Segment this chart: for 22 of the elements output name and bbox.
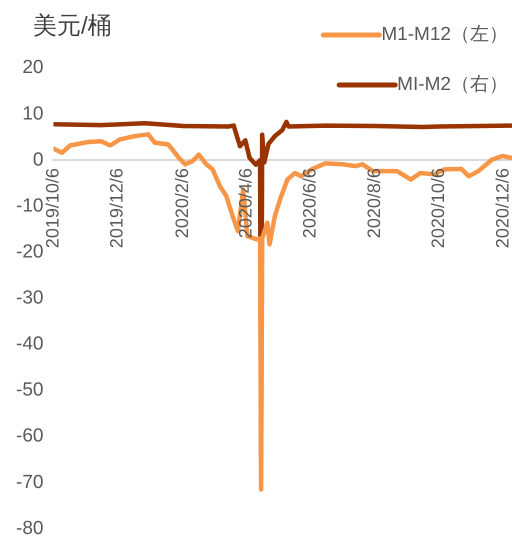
y-tick-label: -30 (16, 288, 44, 309)
x-tick-label: 2020/6/6 (300, 168, 320, 238)
legend-label: M1-M12（左） (381, 24, 508, 46)
x-tick-label: 2020/2/6 (172, 168, 192, 238)
y-tick-label: 10 (22, 103, 44, 124)
y-tick-label: -10 (16, 195, 44, 216)
y-tick-label: 20 (22, 57, 44, 78)
y-tick-label: -80 (16, 518, 44, 539)
y-tick-label: -50 (16, 380, 44, 401)
y-tick-label: -40 (16, 334, 44, 355)
legend-label: MI-M2（右） (397, 74, 508, 96)
y-tick-label: -60 (16, 426, 44, 447)
x-tick-label: 2020/12/6 (492, 168, 512, 248)
x-tick-label: 2020/4/6 (235, 168, 256, 238)
x-tick-label: 2020/10/6 (428, 168, 448, 248)
x-tick-label: 2019/12/6 (106, 168, 127, 248)
y-tick-label: -20 (16, 241, 44, 262)
y-tick-label: -70 (16, 472, 44, 493)
y-tick-label: 0 (32, 149, 44, 170)
x-tick-label: 2020/8/6 (364, 168, 384, 238)
y-axis-title: 美元/桶 (33, 12, 112, 40)
x-tick-label: 2019/10/6 (42, 168, 62, 248)
